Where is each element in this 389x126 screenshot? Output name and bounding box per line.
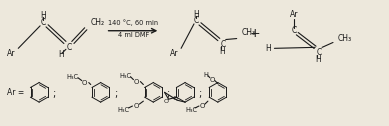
Text: Ar =: Ar = bbox=[7, 88, 25, 97]
Text: C: C bbox=[220, 40, 225, 49]
Text: ;: ; bbox=[166, 89, 170, 99]
Text: O: O bbox=[199, 103, 205, 109]
Text: CH₃: CH₃ bbox=[338, 34, 352, 43]
Text: ;: ; bbox=[114, 89, 117, 99]
Text: +: + bbox=[249, 27, 260, 40]
Text: CH₂: CH₂ bbox=[91, 18, 105, 27]
Text: H₃C: H₃C bbox=[117, 107, 130, 113]
Text: O: O bbox=[173, 96, 178, 101]
Text: H: H bbox=[266, 44, 272, 53]
Text: Ar: Ar bbox=[290, 10, 298, 19]
Text: O: O bbox=[82, 80, 88, 86]
Text: C: C bbox=[292, 26, 297, 35]
Text: ;: ; bbox=[198, 89, 202, 99]
Text: H: H bbox=[40, 11, 46, 20]
Text: C: C bbox=[40, 18, 46, 27]
Text: 140 °C, 60 min: 140 °C, 60 min bbox=[109, 20, 158, 26]
Text: C: C bbox=[317, 48, 322, 57]
Text: O: O bbox=[164, 99, 169, 104]
Text: ;: ; bbox=[53, 89, 56, 99]
Text: CH₃: CH₃ bbox=[242, 28, 256, 37]
Text: H₃C: H₃C bbox=[119, 73, 131, 79]
Text: H: H bbox=[193, 10, 199, 19]
Text: O: O bbox=[134, 79, 139, 85]
Text: C: C bbox=[66, 43, 72, 52]
Text: O: O bbox=[209, 77, 215, 83]
Text: 4 ml DMF: 4 ml DMF bbox=[118, 32, 149, 38]
Text: H: H bbox=[203, 72, 209, 78]
Text: C: C bbox=[193, 17, 199, 25]
Text: H: H bbox=[58, 50, 64, 59]
Text: Ar: Ar bbox=[170, 49, 179, 58]
Text: H: H bbox=[315, 55, 321, 64]
Text: H₃C: H₃C bbox=[185, 107, 197, 113]
Text: H₃C: H₃C bbox=[67, 74, 79, 80]
Text: Ar: Ar bbox=[7, 49, 16, 58]
Text: O: O bbox=[134, 103, 139, 109]
Text: H: H bbox=[219, 47, 225, 56]
